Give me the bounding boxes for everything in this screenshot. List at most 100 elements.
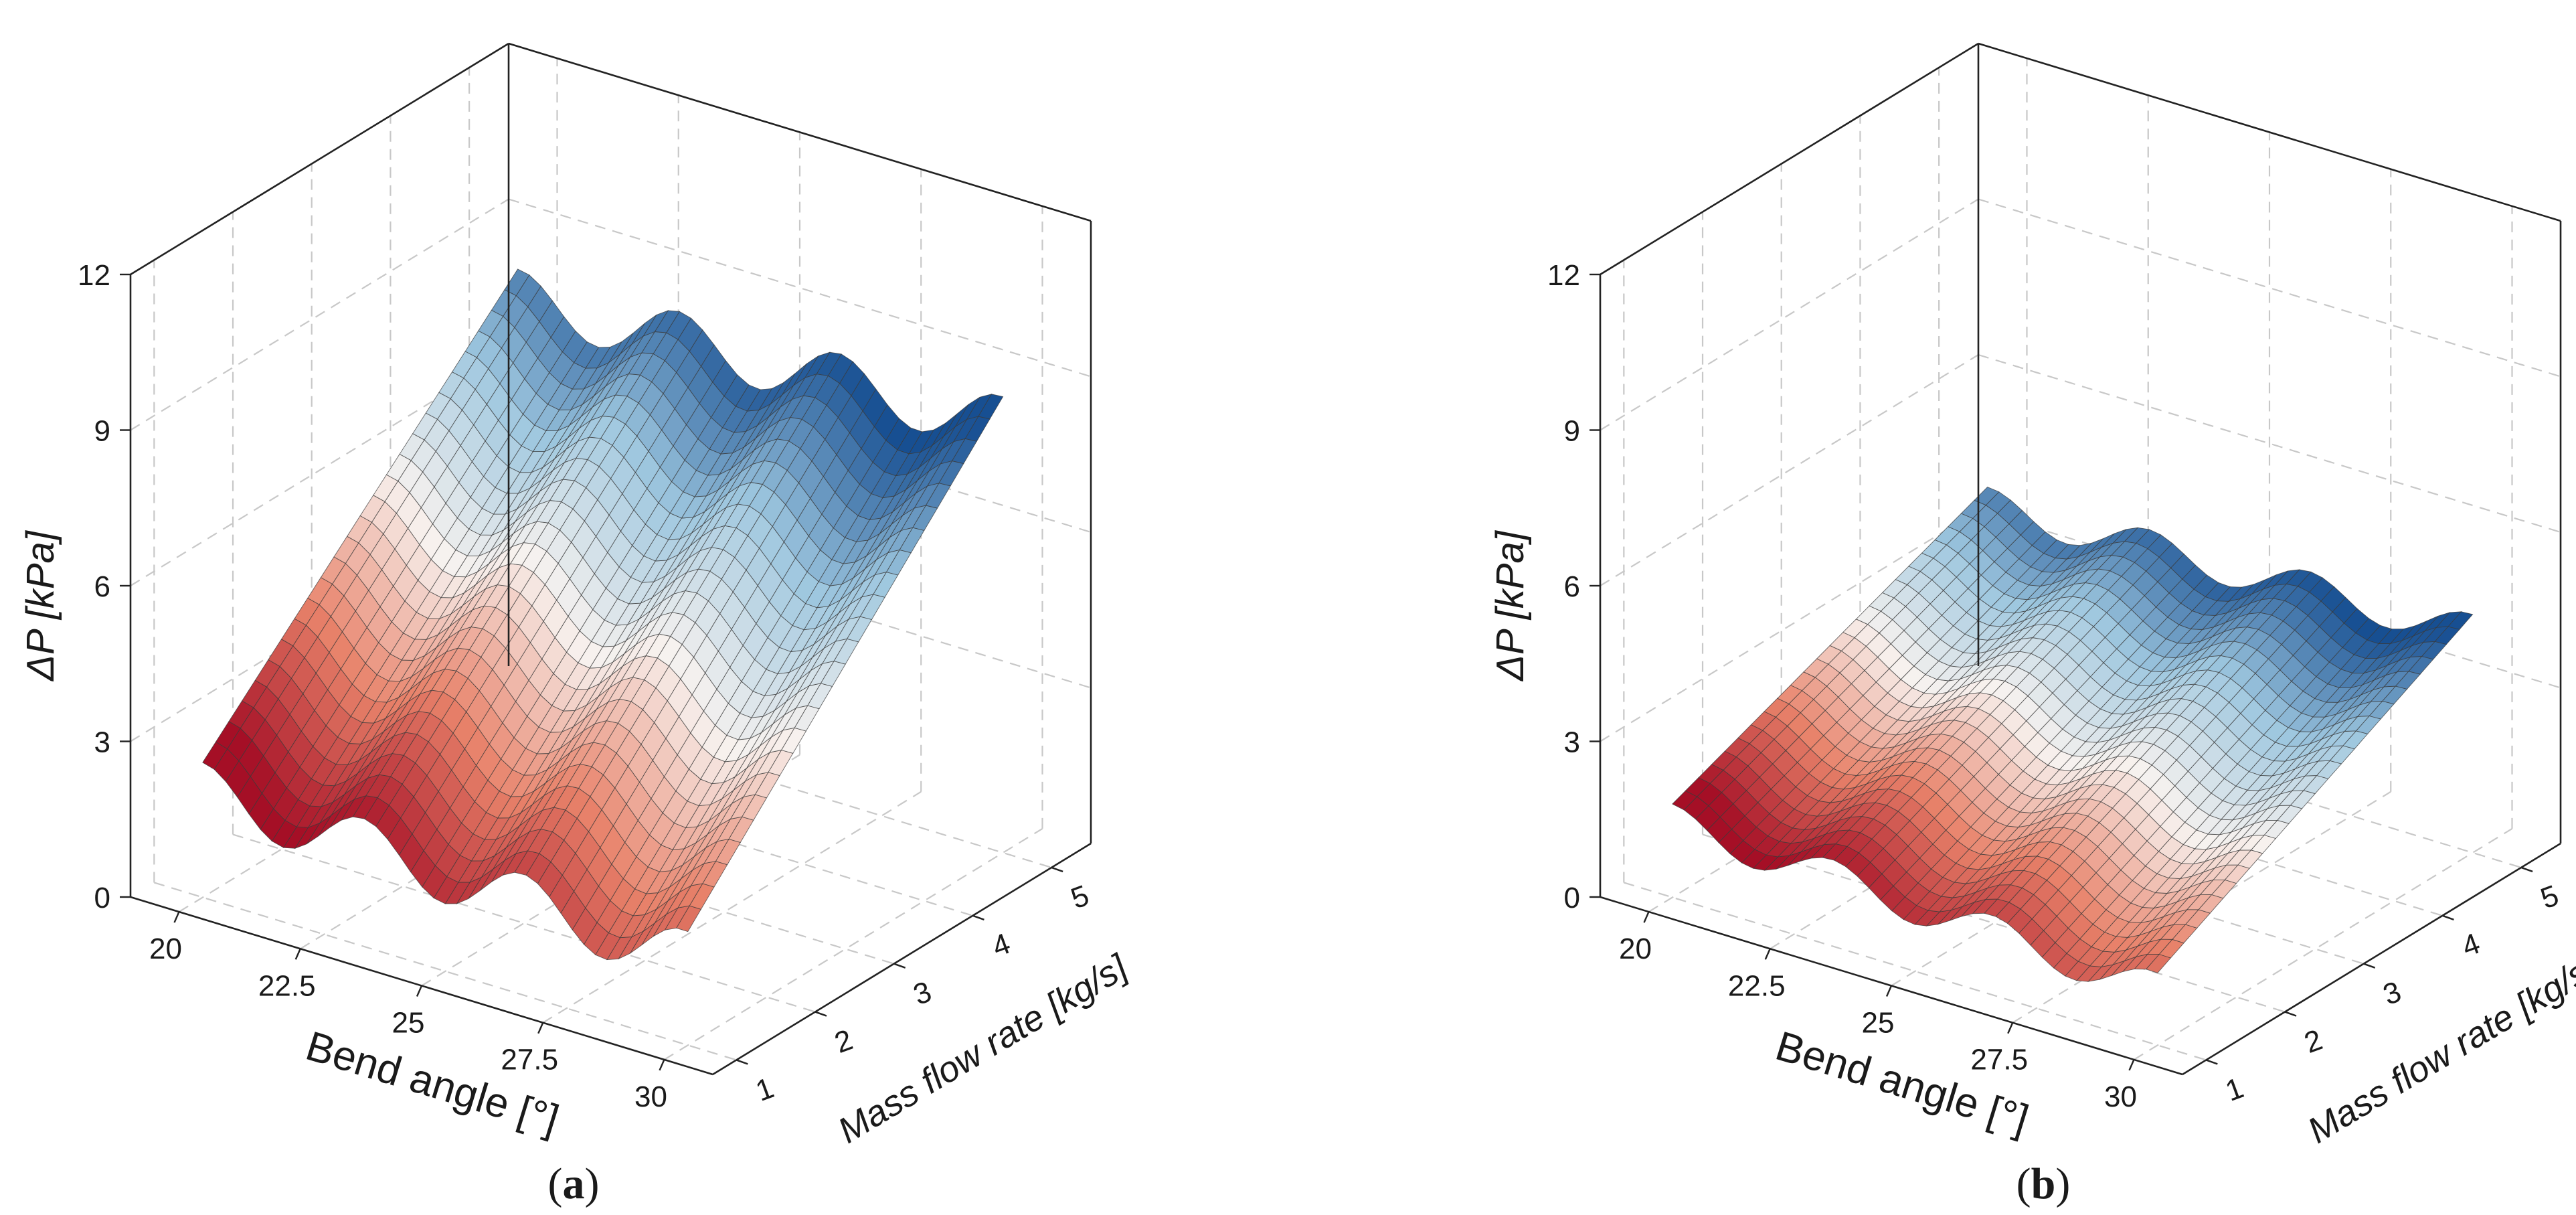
caption-close-paren: ) [585,1159,600,1208]
x-tick-label: 25 [1862,1007,1895,1040]
panel-caption: (b) [2016,1159,2071,1208]
top-edge-line [508,42,1092,222]
y-tick-mark [2520,866,2533,873]
x-tick-mark [1885,985,1893,997]
x-tick-mark [173,911,180,923]
y-axis-title: Mass flow rate [kg/s] [831,947,1135,1151]
back-wall-gridline [508,198,1092,378]
back-wall-gridline [1978,353,2561,534]
floor-gridline [311,785,895,965]
y-tick-label: 4 [988,927,1015,963]
y-tick-mark [814,1011,827,1017]
x-tick-label: 22.5 [258,969,316,1002]
y-tick-mark [2284,1011,2297,1017]
y-tick-label: 1 [752,1071,778,1107]
y-axis-line [2182,842,2561,1076]
caption-letter: a [563,1159,585,1208]
floor-gridline [1623,882,2207,1061]
left-wall-gridline [1600,198,1979,431]
x-tick-label: 25 [392,1007,425,1040]
z-tick-label: 0 [1564,882,1580,914]
x-tick-label: 20 [149,933,182,965]
z-tick-label: 3 [94,726,110,759]
y-tick-mark [2205,1059,2218,1065]
back-wall-gridline [508,509,1092,689]
back-wall-gridline [508,353,1092,534]
z-tick-label: 0 [94,882,110,914]
x-tick-label: 20 [1619,933,1652,965]
surface-patch [504,268,530,297]
tick-marks [1590,273,2533,1071]
left-wall-gridline [1600,509,1979,742]
y-tick-mark [2442,914,2454,920]
y-tick-label: 4 [2458,927,2484,963]
y-tick-label: 2 [2300,1024,2327,1060]
x-tick-labels: 20 22.5 25 27.5 30 [1619,933,2137,1113]
y-tick-mark [736,1059,748,1065]
surface-plot [1672,486,2474,982]
y-tick-label: 3 [2379,975,2405,1011]
caption-open-paren: ( [548,1159,563,1208]
x-tick-mark [416,985,423,997]
x-tick-mark [659,1059,665,1071]
z-tick-label: 3 [1564,726,1580,759]
surface-patch [1974,486,2000,506]
top-edge-line [1978,42,2561,222]
z-tick-label: 6 [94,570,110,603]
y-tick-mark [2363,963,2376,969]
caption-close-paren: ) [2055,1159,2070,1208]
z-tick-labels: 0 3 6 9 12 [1547,259,1580,914]
floor-gridline [390,737,973,916]
y-tick-label: 5 [1067,879,1094,915]
x-tick-mark [294,948,301,960]
panel-caption: (a) [548,1159,600,1208]
floor-gridline [542,791,922,1024]
z-tick-label: 6 [1564,570,1580,603]
x-tick-label: 30 [634,1080,667,1113]
caption-open-paren: ( [2016,1159,2031,1208]
y-tick-mark [972,914,984,920]
y-tick-label: 5 [2537,879,2563,915]
floor-gridline [1781,785,2365,965]
x-tick-labels: 20 22.5 25 27.5 30 [149,933,667,1113]
z-tick-label: 12 [1547,259,1580,292]
floor-gridline [232,833,816,1013]
back-wall-gridline [1978,509,2561,689]
y-tick-mark [893,963,906,969]
x-tick-mark [2007,1022,2014,1034]
x-tick-mark [1643,911,1650,923]
surface-plot [202,268,1004,961]
panel-b: 0 3 6 9 12 20 22.5 25 27.5 30 1 2 3 4 5 … [1488,42,2576,1208]
x-tick-mark [1764,948,1771,960]
y-tick-label: 3 [909,975,936,1011]
y-tick-label: 1 [2221,1071,2248,1107]
z-tick-label: 12 [78,259,110,292]
top-edge-line [130,42,509,276]
z-tick-labels: 0 3 6 9 12 [78,259,110,914]
x-tick-label: 22.5 [1728,969,1786,1002]
z-axis-title: ΔP [kPa] [19,530,62,682]
floor-gridline [1702,833,2286,1013]
left-wall-gridline [1600,354,1979,586]
y-axis-line [712,842,1092,1076]
back-wall-gridline [1978,198,2561,378]
y-tick-label: 2 [831,1024,857,1060]
z-axis-title: ΔP [kPa] [1488,530,1532,682]
x-axis-title: Bend angle [°] [1770,1023,2033,1143]
y-tick-mark [1051,866,1063,873]
floor-gridline [153,882,737,1061]
z-tick-label: 9 [94,415,110,448]
floor-gridline [2133,827,2513,1060]
x-tick-label: 27.5 [501,1044,558,1076]
x-tick-mark [537,1022,544,1034]
x-tick-mark [2128,1059,2135,1071]
x-tick-label: 30 [2104,1080,2137,1113]
tick-marks [120,273,1063,1071]
panel-a: 0 3 6 9 12 20 22.5 25 27.5 30 1 2 3 4 5 … [19,42,1135,1208]
floor-gridline [663,827,1043,1060]
floor-gridline [468,689,1052,868]
floor-gridline [1860,737,2443,916]
x-axis-title: Bend angle [°] [300,1023,564,1143]
floor-gridline [1938,689,2522,868]
